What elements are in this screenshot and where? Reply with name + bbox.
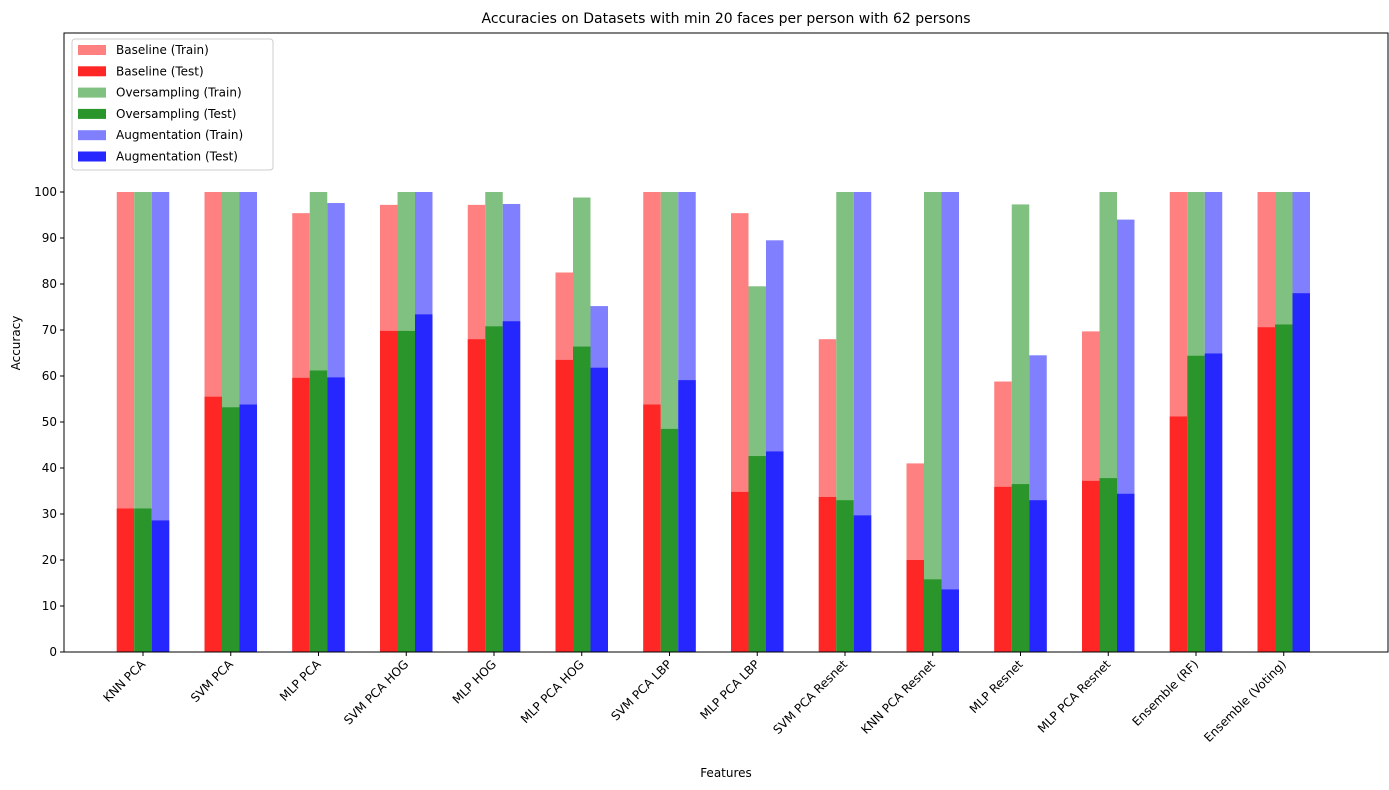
bar-oversampling-test bbox=[748, 456, 766, 652]
bar-augmentation-test bbox=[590, 367, 608, 652]
bar-baseline-test bbox=[1257, 327, 1275, 652]
bar-augmentation-test bbox=[766, 451, 784, 652]
bar-baseline-test bbox=[116, 508, 135, 652]
y-tick-label: 60 bbox=[42, 369, 57, 383]
bar-oversampling-train bbox=[924, 192, 942, 652]
y-tick-label: 10 bbox=[42, 599, 57, 613]
x-axis: KNN PCA SVM PCA MLP PCA SVM PCA HOG MLP HOG M… bbox=[100, 652, 1289, 745]
legend-label-baseline-train: Baseline (Train) bbox=[116, 43, 209, 57]
legend-swatch-oversampling-test bbox=[78, 108, 106, 119]
bar-oversampling-test bbox=[1099, 478, 1117, 652]
bar-augmentation-test bbox=[853, 515, 872, 652]
y-axis: 0 10 20 30 40 50 60 70 80 90 100 bbox=[34, 185, 64, 659]
x-tick-label: KNN PCA Resnet bbox=[858, 657, 938, 737]
bar-augmentation-test bbox=[1029, 500, 1047, 652]
x-tick-label: MLP PCA LBP bbox=[697, 657, 762, 722]
x-tick-label: MLP HOG bbox=[450, 657, 499, 706]
y-tick-label: 40 bbox=[42, 461, 57, 475]
bar-oversampling-test bbox=[1011, 484, 1030, 652]
x-tick-label: Ensemble (RF) bbox=[1130, 657, 1202, 729]
bar-augmentation-test bbox=[239, 404, 257, 652]
y-tick-label: 90 bbox=[42, 231, 57, 245]
legend-box bbox=[71, 38, 274, 171]
bar-oversampling-test bbox=[134, 508, 152, 652]
legend-swatch-augmentation-test bbox=[78, 151, 106, 162]
legend-swatch-oversampling-train bbox=[78, 87, 106, 98]
bar-augmentation-test bbox=[327, 377, 345, 652]
bar-baseline-test bbox=[906, 560, 924, 652]
bar-oversampling-test bbox=[1275, 324, 1293, 652]
bar-oversampling-test bbox=[660, 428, 679, 652]
chart-title: Accuracies on Datasets with min 20 faces… bbox=[481, 11, 970, 27]
y-tick-label: 50 bbox=[42, 415, 57, 429]
legend-label-augmentation-test: Augmentation (Test) bbox=[116, 150, 238, 164]
legend: Baseline (Train) Baseline (Test) Oversampl… bbox=[71, 38, 274, 171]
x-tick-label: SVM PCA LBP bbox=[608, 657, 674, 723]
legend-label-baseline-test: Baseline (Test) bbox=[116, 64, 204, 78]
plot-frame bbox=[63, 32, 1389, 653]
x-tick-label: SVM PCA bbox=[188, 657, 237, 706]
x-tick-label: KNN PCA bbox=[100, 657, 148, 705]
bar-augmentation-test bbox=[941, 589, 959, 652]
x-tick-label: SVM PCA Resnet bbox=[770, 657, 850, 737]
bar-baseline-test bbox=[1169, 416, 1188, 652]
x-axis-label: Features bbox=[700, 766, 752, 780]
legend-label-augmentation-train: Augmentation (Train) bbox=[116, 128, 243, 142]
bar-augmentation-test bbox=[151, 520, 170, 652]
bar-oversampling-test bbox=[309, 370, 328, 652]
bar-baseline-test bbox=[994, 486, 1012, 652]
bar-baseline-test bbox=[555, 359, 573, 652]
x-tick-label: MLP PCA HOG bbox=[518, 657, 587, 726]
legend-swatch-baseline-train bbox=[78, 45, 106, 55]
y-tick-label: 0 bbox=[49, 645, 57, 659]
x-tick-label: SVM PCA HOG bbox=[341, 657, 411, 727]
bar-augmentation-test bbox=[502, 321, 521, 652]
bar-augmentation-test bbox=[1292, 293, 1310, 652]
legend-label-oversampling-test: Oversampling (Test) bbox=[116, 107, 236, 121]
legend-label-oversampling-train: Oversampling (Train) bbox=[116, 86, 242, 100]
y-axis-label: Accuracy bbox=[9, 316, 23, 371]
y-tick-label: 70 bbox=[42, 323, 57, 337]
x-tick-label: MLP Resnet bbox=[967, 657, 1026, 716]
y-tick-label: 30 bbox=[42, 507, 57, 521]
bar-baseline-test bbox=[643, 404, 661, 652]
bar-baseline-test bbox=[818, 496, 837, 652]
y-tick-label: 100 bbox=[34, 185, 57, 199]
bar-oversampling-test bbox=[222, 407, 240, 652]
bar-oversampling-test bbox=[485, 326, 503, 652]
bar-baseline-test bbox=[380, 330, 398, 652]
bar-oversampling-test bbox=[573, 346, 591, 652]
bar-oversampling-test bbox=[397, 330, 415, 652]
legend-swatch-augmentation-train bbox=[78, 130, 106, 141]
bar-augmentation-train bbox=[941, 192, 959, 652]
bar-baseline-test bbox=[204, 396, 222, 652]
x-tick-label: MLP PCA Resnet bbox=[1035, 657, 1114, 736]
bar-baseline-test bbox=[292, 377, 310, 652]
legend-swatch-baseline-test bbox=[78, 66, 106, 77]
bar-augmentation-test bbox=[1204, 353, 1223, 652]
bar-oversampling-test bbox=[1187, 355, 1205, 652]
bar-oversampling-test bbox=[924, 579, 942, 652]
x-tick-label: MLP PCA bbox=[277, 657, 324, 704]
bar-augmentation-test bbox=[415, 314, 433, 652]
bar-oversampling-test bbox=[836, 500, 854, 652]
bar-augmentation-test bbox=[1117, 493, 1135, 652]
y-tick-label: 80 bbox=[42, 277, 57, 291]
bar-baseline-test bbox=[731, 491, 749, 652]
bars-layer bbox=[116, 192, 1310, 653]
bar-augmentation-test bbox=[678, 380, 696, 652]
y-tick-label: 20 bbox=[42, 553, 57, 567]
bar-baseline-test bbox=[1082, 480, 1100, 652]
x-tick-label: Ensemble (Voting) bbox=[1201, 657, 1289, 745]
bar-baseline-test bbox=[467, 339, 486, 652]
